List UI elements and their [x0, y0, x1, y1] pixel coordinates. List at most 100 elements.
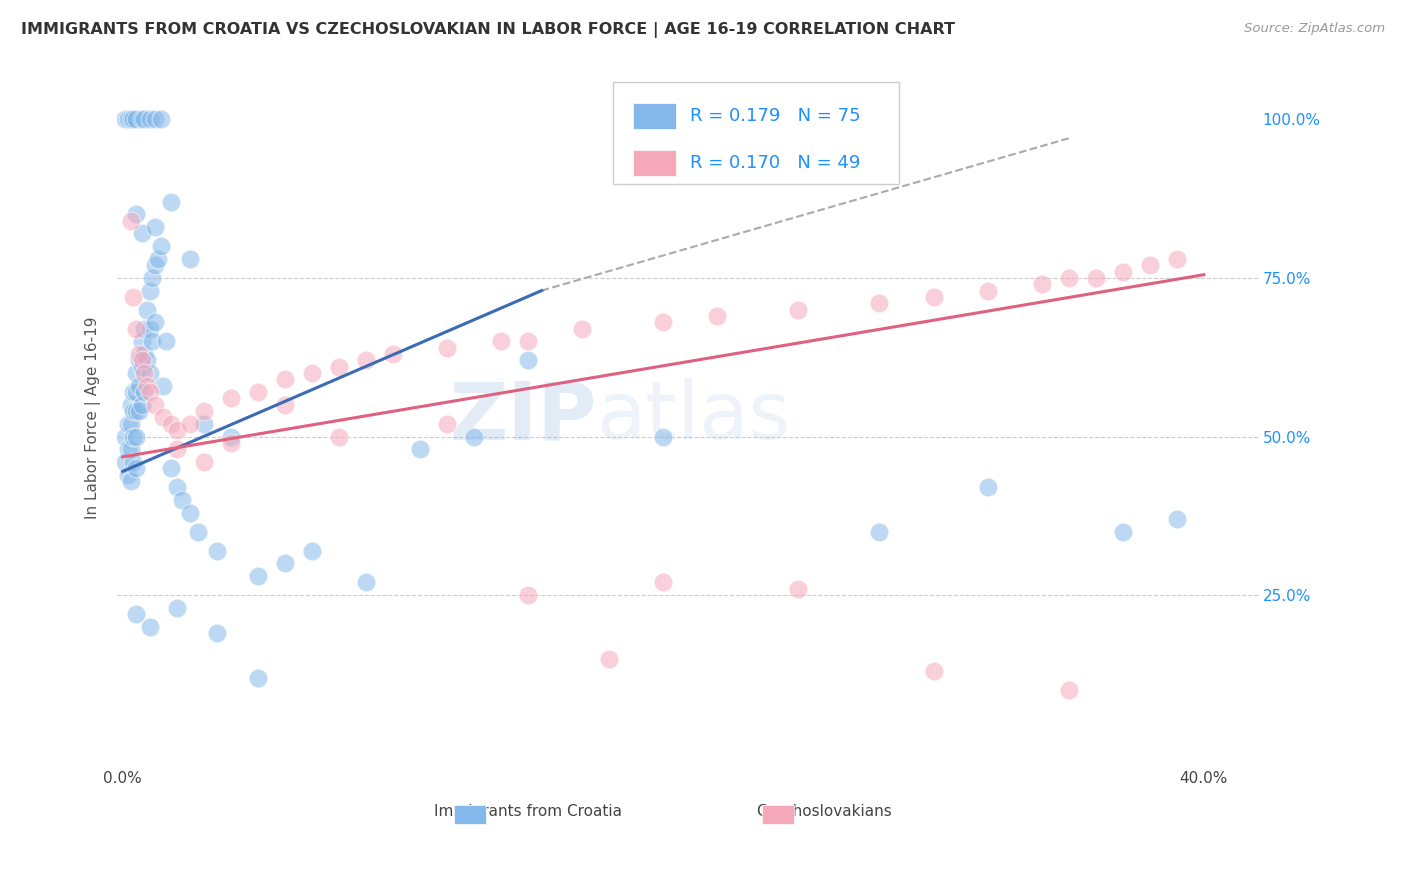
- Point: [1057, 683, 1080, 698]
- Point: [652, 429, 675, 443]
- Point: [207, 626, 229, 640]
- Text: Immigrants from Croatia: Immigrants from Croatia: [434, 805, 621, 820]
- Point: [122, 404, 145, 418]
- Point: [131, 359, 153, 374]
- Point: [125, 404, 148, 418]
- Point: [141, 271, 163, 285]
- Point: [143, 258, 166, 272]
- Point: [125, 366, 148, 380]
- Point: [136, 378, 159, 392]
- Point: [179, 252, 201, 266]
- Point: [187, 524, 209, 539]
- Point: [436, 341, 458, 355]
- Point: [976, 480, 998, 494]
- Point: [922, 290, 945, 304]
- Point: [117, 467, 139, 482]
- Point: [138, 284, 160, 298]
- Point: [125, 207, 148, 221]
- Point: [274, 557, 297, 571]
- Point: [219, 435, 242, 450]
- Point: [134, 385, 156, 400]
- Bar: [454, 805, 485, 824]
- Point: [1031, 277, 1053, 292]
- Point: [179, 506, 201, 520]
- Point: [301, 543, 323, 558]
- Point: [149, 112, 172, 127]
- Point: [179, 417, 201, 431]
- Text: R = 0.179   N = 75: R = 0.179 N = 75: [690, 107, 860, 125]
- Point: [125, 112, 148, 127]
- Point: [1166, 512, 1188, 526]
- Point: [598, 651, 620, 665]
- Point: [409, 442, 432, 457]
- Point: [120, 417, 142, 431]
- Point: [120, 214, 142, 228]
- Point: [160, 194, 183, 209]
- Point: [138, 385, 160, 400]
- Point: [125, 429, 148, 443]
- Point: [143, 398, 166, 412]
- Text: atlas: atlas: [596, 378, 790, 457]
- Point: [114, 429, 136, 443]
- Point: [219, 392, 242, 406]
- Point: [274, 398, 297, 412]
- Point: [166, 442, 188, 457]
- Point: [274, 372, 297, 386]
- Point: [120, 398, 142, 412]
- Point: [193, 417, 215, 431]
- Point: [787, 582, 810, 596]
- Point: [787, 302, 810, 317]
- Point: [138, 620, 160, 634]
- Point: [125, 385, 148, 400]
- Point: [128, 378, 150, 392]
- Point: [122, 290, 145, 304]
- Point: [868, 524, 890, 539]
- Point: [219, 429, 242, 443]
- Point: [301, 366, 323, 380]
- Point: [138, 321, 160, 335]
- Point: [166, 480, 188, 494]
- Point: [922, 665, 945, 679]
- Point: [114, 455, 136, 469]
- Point: [166, 600, 188, 615]
- Point: [172, 493, 194, 508]
- Point: [193, 404, 215, 418]
- Point: [517, 588, 540, 602]
- Point: [328, 429, 350, 443]
- Point: [463, 429, 485, 443]
- Point: [160, 417, 183, 431]
- Point: [1057, 271, 1080, 285]
- Point: [134, 112, 156, 127]
- Text: IMMIGRANTS FROM CROATIA VS CZECHOSLOVAKIAN IN LABOR FORCE | AGE 16-19 CORRELATIO: IMMIGRANTS FROM CROATIA VS CZECHOSLOVAKI…: [21, 22, 955, 38]
- Bar: [762, 805, 793, 824]
- Point: [489, 334, 512, 349]
- Point: [131, 398, 153, 412]
- Point: [1166, 252, 1188, 266]
- Point: [120, 112, 142, 127]
- Point: [134, 321, 156, 335]
- FancyBboxPatch shape: [613, 82, 898, 184]
- Text: Source: ZipAtlas.com: Source: ZipAtlas.com: [1244, 22, 1385, 36]
- Point: [128, 347, 150, 361]
- Point: [1084, 271, 1107, 285]
- Point: [125, 607, 148, 622]
- Point: [114, 112, 136, 127]
- Point: [328, 359, 350, 374]
- Point: [120, 474, 142, 488]
- Point: [354, 575, 377, 590]
- Point: [976, 284, 998, 298]
- Point: [1112, 524, 1135, 539]
- Point: [134, 366, 156, 380]
- Point: [138, 112, 160, 127]
- Point: [146, 252, 169, 266]
- Point: [125, 461, 148, 475]
- Point: [128, 353, 150, 368]
- Point: [120, 442, 142, 457]
- Text: ZIP: ZIP: [449, 378, 596, 457]
- Point: [136, 353, 159, 368]
- Point: [131, 227, 153, 241]
- Point: [152, 410, 174, 425]
- Point: [122, 112, 145, 127]
- Point: [155, 334, 177, 349]
- Point: [652, 315, 675, 329]
